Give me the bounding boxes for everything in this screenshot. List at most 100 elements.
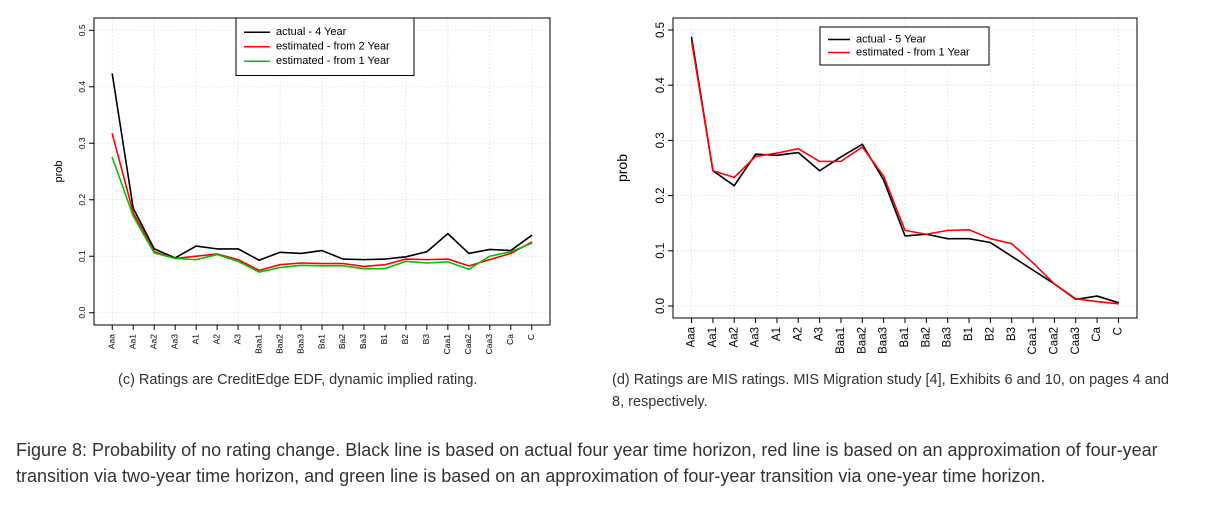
data-point [426, 259, 428, 261]
data-point [405, 256, 407, 258]
x-tick-label: Caa1 [1027, 327, 1039, 355]
y-tick-label: 0.2 [655, 188, 667, 204]
legend-label-1: actual - 5 Year [856, 33, 927, 45]
data-point [989, 241, 991, 244]
data-point [300, 264, 302, 266]
y-tick-label: 0.3 [655, 132, 667, 148]
data-point [1011, 255, 1013, 257]
data-point [111, 73, 113, 75]
x-tick-label: B2 [400, 334, 410, 345]
data-point [712, 170, 714, 172]
x-tick-label: Baa2 [856, 327, 868, 354]
data-point [426, 262, 428, 264]
x-tick-label: B1 [963, 327, 975, 341]
data-point [1032, 262, 1034, 264]
data-point [363, 268, 365, 270]
data-point [776, 152, 778, 154]
data-point [883, 175, 885, 177]
y-tick-label: 0.1 [77, 250, 87, 262]
data-point [1032, 269, 1034, 271]
caption-c: (c) Ratings are CreditEdge EDF, dynamic … [118, 372, 478, 388]
data-point [968, 238, 970, 240]
data-point [447, 261, 449, 263]
data-point [174, 257, 176, 260]
data-point [904, 229, 906, 231]
x-tick-label: A3 [814, 327, 826, 341]
data-point [510, 252, 512, 255]
legend-label-2: estimated - from 2 Year [276, 41, 390, 53]
data-point [342, 262, 344, 265]
data-point [1096, 295, 1098, 297]
legend: actual - 4 Year estimated - from 2 Year es… [235, 17, 415, 76]
legend-label-1: actual - 4 Year [276, 26, 347, 38]
x-tick-label: A1 [190, 334, 200, 345]
x-tick-label: Ba1 [899, 327, 911, 347]
data-point [216, 248, 218, 250]
y-tick-label: 0.4 [77, 81, 87, 93]
data-point [426, 251, 428, 253]
data-point [861, 146, 863, 148]
data-point [342, 258, 344, 260]
data-point [531, 242, 533, 244]
data-point [819, 170, 821, 172]
data-point [258, 269, 260, 271]
legend-label-3: estimated - from 1 Year [276, 55, 390, 67]
data-point [968, 229, 970, 231]
x-tick-label: Ba3 [942, 327, 954, 347]
x-tick-label: B2 [984, 327, 996, 341]
data-point [300, 252, 302, 255]
x-tick-label: Baa3 [295, 334, 305, 354]
data-point [384, 258, 386, 260]
grid-lines [673, 18, 1137, 318]
data-point [132, 215, 134, 217]
data-point [321, 249, 323, 252]
y-tick-label: 0.1 [655, 243, 667, 259]
x-tick-label: Ba2 [920, 327, 932, 347]
data-point [279, 251, 281, 253]
data-point [363, 265, 365, 267]
data-point [153, 252, 155, 254]
y-tick-label: 0.4 [655, 77, 667, 94]
data-point [468, 252, 470, 255]
data-point [754, 155, 757, 158]
x-tick-label: Aa3 [169, 334, 179, 349]
data-point [111, 133, 113, 135]
data-point [195, 255, 197, 257]
x-tick-label: Aa3 [750, 327, 762, 347]
data-point [733, 185, 735, 187]
x-tick-label: Caa2 [463, 334, 473, 355]
data-point [447, 258, 449, 260]
data-point [531, 241, 533, 243]
chart-d: 0.0 0.1 0.2 0.3 0.4 0.5 Aaa Aa1 Aa2 Aa3 A1 A2 A3 Baa1… [614, 17, 1138, 355]
data-point [489, 248, 491, 251]
data-point [925, 233, 927, 235]
data-point [883, 179, 885, 181]
data-point [237, 260, 239, 262]
data-point [111, 156, 113, 158]
data-point [690, 40, 693, 42]
x-tick-label: Caa1 [442, 334, 452, 355]
x-tick-label: C [526, 334, 536, 340]
data-point [840, 156, 842, 158]
data-point [237, 248, 239, 250]
data-point [733, 176, 735, 178]
x-tick-label: Aa1 [127, 334, 137, 349]
x-tick-label: Aa2 [728, 327, 740, 347]
x-tick-label: Ba2 [337, 334, 347, 349]
data-point [342, 265, 344, 267]
data-point [1096, 300, 1098, 303]
data-point [947, 229, 949, 231]
data-point [363, 259, 365, 261]
data-point [754, 153, 757, 155]
x-tick-label: Ca [505, 334, 515, 345]
x-tick-label: Baa1 [835, 327, 847, 354]
y-tick-label: 0.5 [655, 22, 667, 38]
figure-caption: Figure 8: Probability of no rating chang… [16, 440, 1158, 486]
x-tick-label: Baa2 [274, 334, 284, 354]
data-point [797, 151, 799, 154]
data-point [989, 238, 991, 240]
data-point [690, 36, 693, 38]
x-tick-label: Ca [1091, 326, 1103, 341]
y-axis-label: prob [53, 160, 65, 182]
data-point [840, 160, 842, 162]
